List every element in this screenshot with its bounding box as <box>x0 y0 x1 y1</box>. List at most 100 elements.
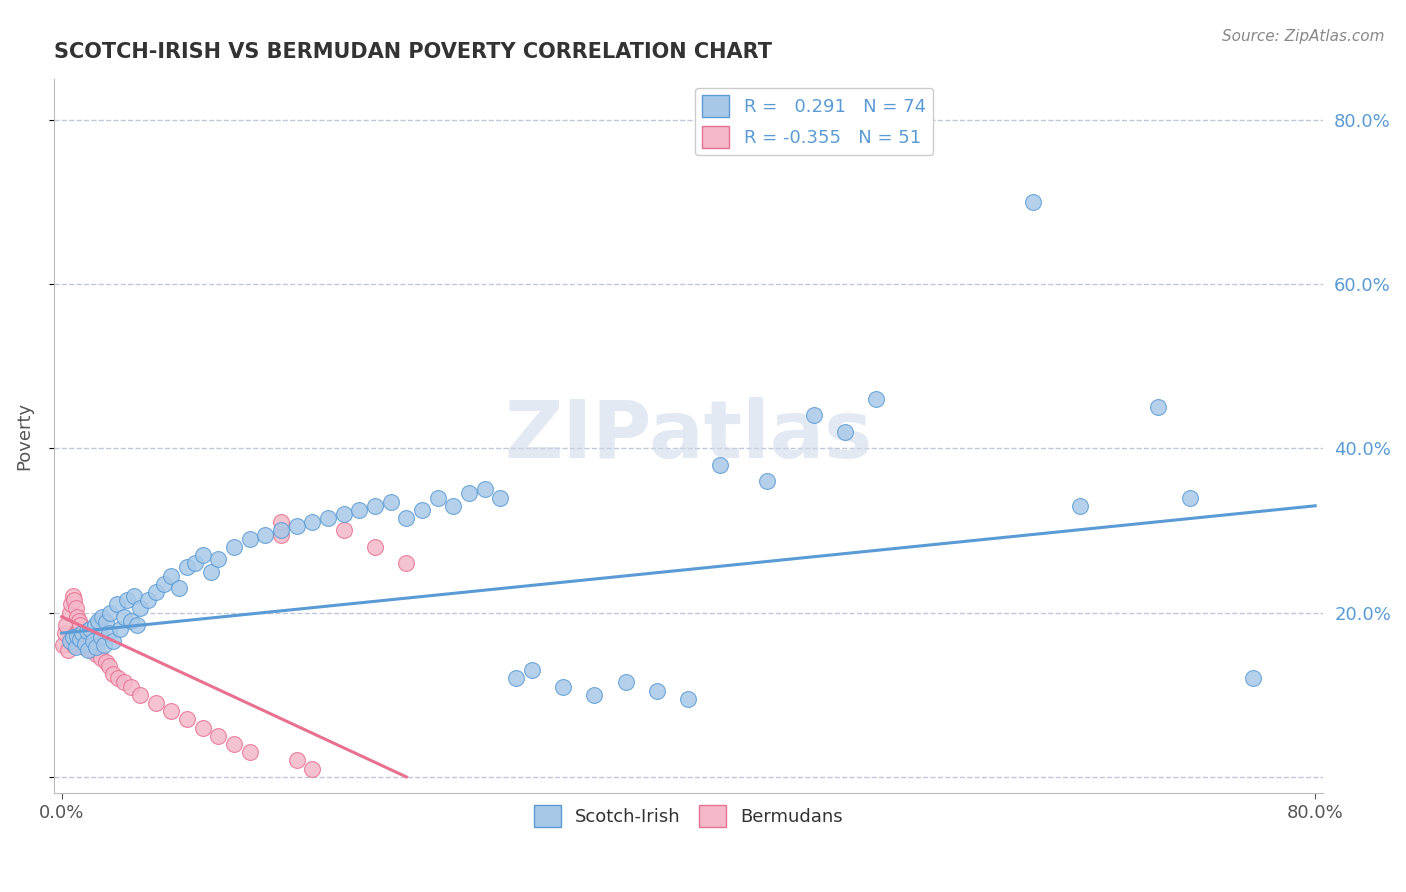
Point <box>103 667 125 681</box>
Point <box>70 634 93 648</box>
Point <box>70 626 93 640</box>
Point <box>551 680 574 694</box>
Point <box>458 486 481 500</box>
Point <box>79 622 101 636</box>
Point <box>66 632 89 646</box>
Point <box>62 630 84 644</box>
Point <box>75 629 97 643</box>
Point <box>60 598 83 612</box>
Point <box>301 762 323 776</box>
Point <box>184 557 207 571</box>
Text: Source: ZipAtlas.com: Source: ZipAtlas.com <box>1222 29 1385 44</box>
Point <box>145 585 167 599</box>
Point <box>76 624 98 638</box>
Point <box>285 519 308 533</box>
Text: SCOTCH-IRISH VS BERMUDAN POVERTY CORRELATION CHART: SCOTCH-IRISH VS BERMUDAN POVERTY CORRELA… <box>53 42 772 62</box>
Point <box>83 618 105 632</box>
Point <box>191 721 214 735</box>
Point <box>105 598 128 612</box>
Point <box>82 634 104 648</box>
Point <box>90 630 112 644</box>
Point <box>349 503 371 517</box>
Point <box>69 618 91 632</box>
Point <box>94 615 117 630</box>
Point <box>426 491 449 505</box>
Point <box>207 729 229 743</box>
Point <box>364 540 387 554</box>
Point <box>65 601 87 615</box>
Point <box>90 650 112 665</box>
Point <box>79 632 101 646</box>
Point <box>129 688 152 702</box>
Point <box>77 624 100 638</box>
Y-axis label: Poverty: Poverty <box>15 402 32 470</box>
Point <box>112 609 135 624</box>
Point <box>505 671 527 685</box>
Point <box>803 409 825 423</box>
Point <box>270 515 292 529</box>
Point <box>364 499 387 513</box>
Point <box>222 737 245 751</box>
Point <box>301 515 323 529</box>
Point <box>239 745 262 759</box>
Point <box>270 527 292 541</box>
Point <box>69 632 91 646</box>
Point <box>489 491 512 505</box>
Point <box>122 589 145 603</box>
Point <box>62 589 84 603</box>
Point <box>200 565 222 579</box>
Point <box>755 474 778 488</box>
Point <box>1241 671 1264 685</box>
Point <box>285 754 308 768</box>
Point <box>129 601 152 615</box>
Point <box>222 540 245 554</box>
Point <box>645 683 668 698</box>
Point <box>117 593 139 607</box>
Point <box>80 642 103 657</box>
Point <box>70 626 93 640</box>
Point <box>160 704 183 718</box>
Point <box>1147 401 1170 415</box>
Point <box>678 691 700 706</box>
Point <box>107 671 129 685</box>
Point <box>411 503 433 517</box>
Legend: Scotch-Irish, Bermudans: Scotch-Irish, Bermudans <box>526 797 851 834</box>
Point <box>93 639 115 653</box>
Point <box>97 626 120 640</box>
Point <box>52 639 75 653</box>
Point <box>395 557 418 571</box>
Point <box>125 618 148 632</box>
Point <box>254 527 277 541</box>
Point <box>108 622 131 636</box>
Point <box>69 630 91 644</box>
Point <box>176 713 198 727</box>
Point <box>103 634 125 648</box>
Point <box>167 581 190 595</box>
Point <box>176 560 198 574</box>
Point <box>834 425 856 439</box>
Point <box>145 696 167 710</box>
Point <box>332 507 354 521</box>
Point <box>332 524 354 538</box>
Point <box>60 634 83 648</box>
Point <box>82 639 104 653</box>
Point <box>316 511 339 525</box>
Point <box>84 640 107 654</box>
Point <box>120 614 142 628</box>
Point <box>1022 194 1045 209</box>
Point <box>62 630 84 644</box>
Text: ZIPatlas: ZIPatlas <box>505 397 873 475</box>
Point <box>160 568 183 582</box>
Point <box>63 639 86 653</box>
Point <box>94 655 117 669</box>
Point <box>55 618 77 632</box>
Point <box>1069 499 1091 513</box>
Point <box>270 524 292 538</box>
Point <box>65 626 87 640</box>
Point <box>98 606 121 620</box>
Point <box>76 637 98 651</box>
Point <box>520 663 543 677</box>
Point <box>191 548 214 562</box>
Point <box>97 659 120 673</box>
Point <box>63 593 86 607</box>
